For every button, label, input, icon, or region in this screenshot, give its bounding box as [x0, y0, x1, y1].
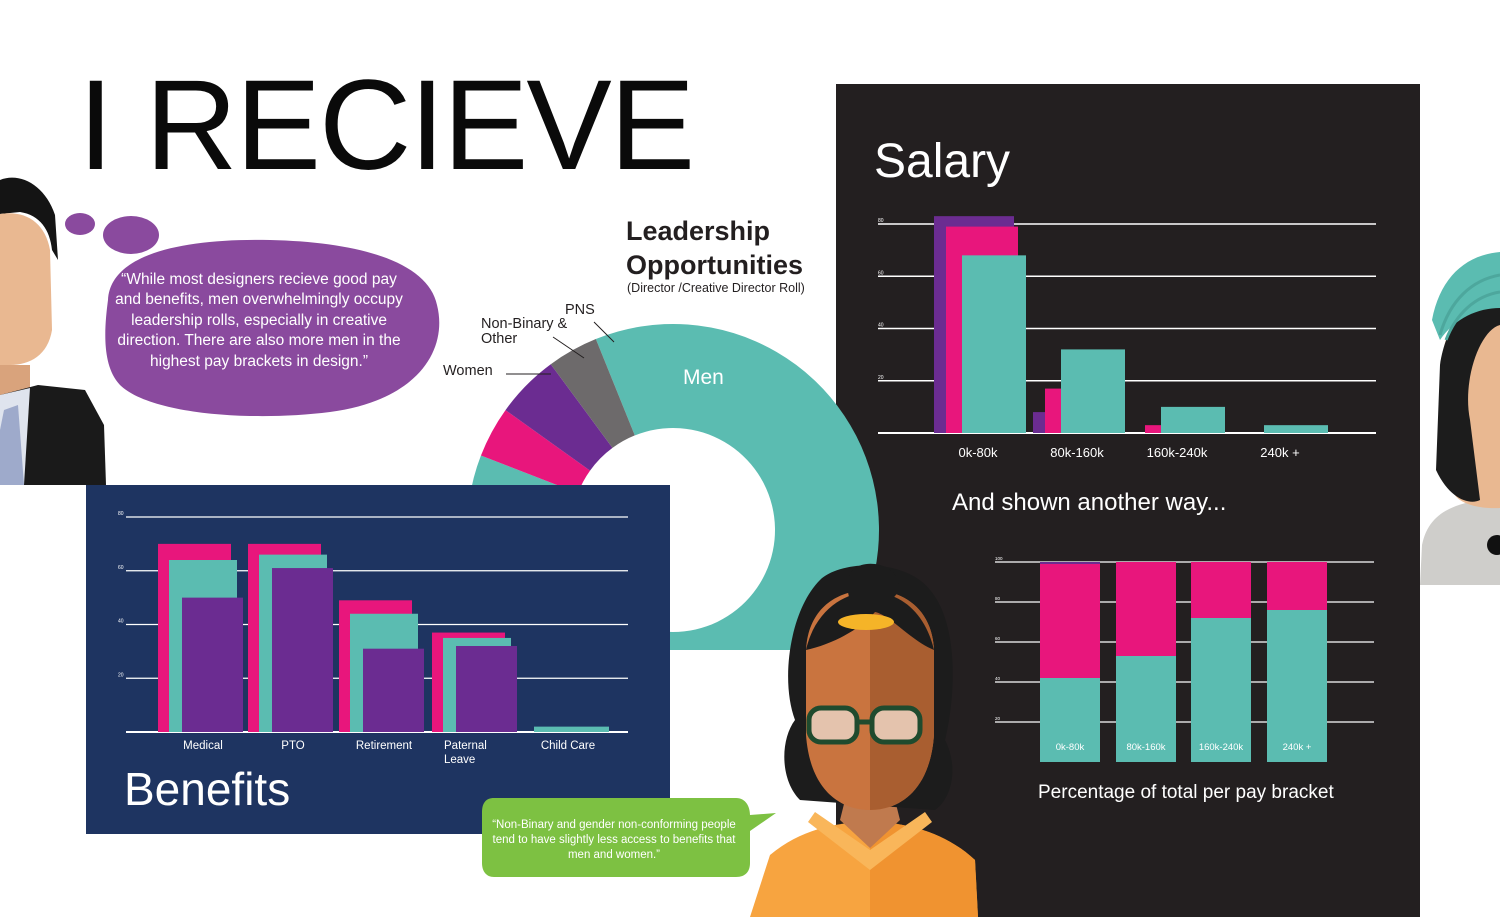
benefits-bar	[363, 648, 424, 732]
percent-bar-segment	[1040, 562, 1100, 564]
y-tick-label: 40	[878, 323, 884, 329]
y-tick-label: 60	[118, 565, 124, 571]
x-tick-label: 240k +	[1260, 445, 1299, 460]
donut-slice-nonbinary	[505, 364, 613, 471]
x-tick-label-line: Leave	[444, 754, 475, 766]
y-tick-label: 20	[995, 716, 1001, 721]
donut-slice-women	[480, 410, 591, 494]
percent-bar-segment	[1267, 562, 1327, 610]
bar-inner-label: 240k +	[1283, 742, 1312, 753]
x-tick-label: Retirement	[356, 740, 413, 752]
donut-label-men: Men	[683, 366, 724, 389]
thought-dot-medium	[103, 216, 159, 254]
x-tick-label: 160k-240k	[1147, 445, 1208, 460]
bar-inner-label: 0k-80k	[1056, 742, 1085, 753]
salary-percent-chart: 20 40 60 80 100 0k-80k 80k-160k 160k-240k 240k +	[995, 556, 1374, 762]
y-tick-label: 40	[995, 676, 1001, 681]
percent-bar-segment	[1040, 678, 1100, 762]
donut-label-pns: PNS	[565, 302, 595, 318]
benefits-bar	[182, 597, 243, 732]
leader-line-pns	[593, 321, 615, 343]
x-tick-label-line: Medical	[183, 740, 223, 752]
percent-bar-segment	[1116, 562, 1176, 656]
benefits-chart: 20 40 60 80 Medical PTO Retirement Paternal Leav…	[118, 511, 628, 766]
x-tick-label: Paternal Leave	[444, 740, 487, 766]
bar-inner-label: 80k-160k	[1126, 742, 1165, 753]
x-tick-label: Medical	[183, 740, 223, 752]
purple-speech-bubble	[105, 239, 440, 417]
benefits-quote: “Non-Binary and gender non-conforming pe…	[492, 819, 736, 861]
percent-bar-segment	[1191, 618, 1251, 762]
salary-bar	[1264, 425, 1328, 433]
salary-chart: 20 40 60 80 0k-80k 80k-160k 160k-240k 240k +	[878, 216, 1376, 460]
leadership-title: Leadership Opportunities	[626, 216, 803, 280]
x-tick-label-line: PTO	[281, 740, 304, 752]
beanie-person-illustration	[1420, 252, 1500, 585]
benefits-title: Benefits	[124, 763, 291, 815]
x-tick-label-line: Child Care	[541, 740, 595, 752]
x-tick-label-line: Retirement	[356, 740, 413, 752]
another-way-heading: And shown another way...	[952, 489, 1227, 516]
donut-label-women: Women	[443, 363, 493, 379]
businessman-illustration	[0, 177, 106, 485]
x-tick-label-line: Paternal	[444, 740, 487, 752]
percent-bar-segment	[1191, 562, 1251, 618]
percent-bar-segment	[1040, 564, 1100, 678]
leader-line-nonbinary	[552, 336, 585, 359]
leadership-subtitle: (Director /Creative Director Roll)	[627, 281, 805, 295]
benefits-bar	[272, 568, 333, 732]
percent-bar-segment	[1116, 656, 1176, 762]
leadership-quote: “While most designers recieve good pay a…	[115, 271, 403, 370]
benefits-bar	[456, 646, 517, 732]
salary-bar	[962, 255, 1026, 433]
y-tick-label: 100	[995, 556, 1003, 561]
salary-bar	[1161, 406, 1225, 433]
y-tick-label: 20	[118, 672, 124, 678]
y-tick-label: 80	[118, 511, 124, 517]
x-tick-label: 0k-80k	[958, 445, 998, 460]
y-tick-label: 20	[878, 375, 884, 381]
y-tick-label: 80	[995, 596, 1001, 601]
x-tick-label: PTO	[281, 740, 304, 752]
salary-title: Salary	[874, 135, 1011, 188]
benefits-bar	[534, 726, 609, 732]
y-tick-label: 60	[995, 636, 1001, 641]
y-tick-label: 40	[118, 619, 124, 625]
page-title: I RECIEVE	[78, 54, 695, 197]
x-tick-label: 80k-160k	[1050, 445, 1104, 460]
thought-dot-small	[65, 213, 95, 235]
percent-chart-caption: Percentage of total per pay bracket	[1038, 782, 1334, 803]
percent-bar-segment	[1267, 610, 1327, 762]
bar-inner-label: 160k-240k	[1199, 742, 1244, 753]
salary-bar	[1061, 349, 1125, 433]
y-tick-label: 60	[878, 270, 884, 276]
green-speech-bubble	[482, 798, 776, 877]
y-tick-label: 80	[878, 218, 884, 224]
donut-slice-pns	[550, 339, 635, 448]
x-tick-label: Child Care	[541, 740, 595, 752]
donut-label-nonbinary: Non-Binary & Other	[481, 316, 568, 347]
